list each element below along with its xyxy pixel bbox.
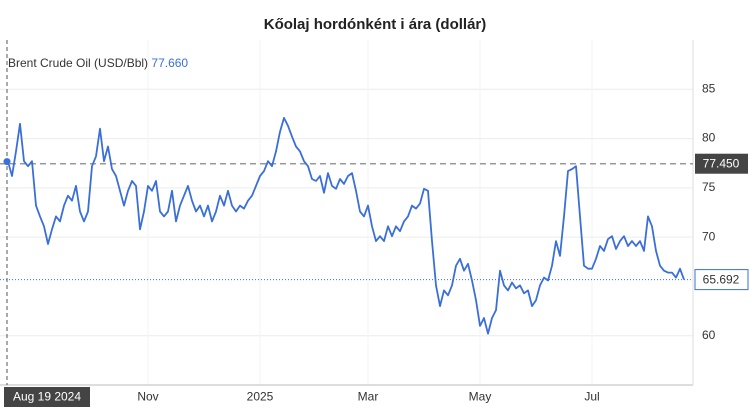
price-line bbox=[7, 117, 685, 335]
x-tick-label: Aug 19 2024 bbox=[13, 390, 81, 404]
legend-value: 77.660 bbox=[151, 56, 188, 70]
reference-label: 77.450 bbox=[703, 156, 740, 170]
x-tick-label: May bbox=[469, 390, 492, 404]
y-tick-label: 60 bbox=[702, 328, 716, 342]
x-tick-label: 2025 bbox=[247, 390, 274, 404]
chart-title: Kőolaj hordónként i ára (dollár) bbox=[264, 16, 487, 33]
y-tick-label: 85 bbox=[702, 81, 716, 95]
legend: Brent Crude Oil (USD/Bbl) 77.660 bbox=[8, 56, 188, 70]
x-tick-label: Jul bbox=[584, 390, 599, 404]
y-tick-label: 70 bbox=[702, 229, 716, 243]
y-tick-label: 80 bbox=[702, 131, 716, 145]
legend-name: Brent Crude Oil (USD/Bbl) bbox=[8, 56, 148, 70]
x-tick-label: Nov bbox=[137, 390, 158, 404]
last-price-box bbox=[694, 269, 749, 291]
last-price-label: 65.692 bbox=[703, 272, 740, 286]
reference-box bbox=[695, 153, 748, 174]
y-tick-label: 75 bbox=[702, 180, 716, 194]
x-tick-label: Mar bbox=[358, 390, 379, 404]
x-tick-box bbox=[4, 387, 90, 407]
crosshair-dot bbox=[3, 158, 11, 166]
